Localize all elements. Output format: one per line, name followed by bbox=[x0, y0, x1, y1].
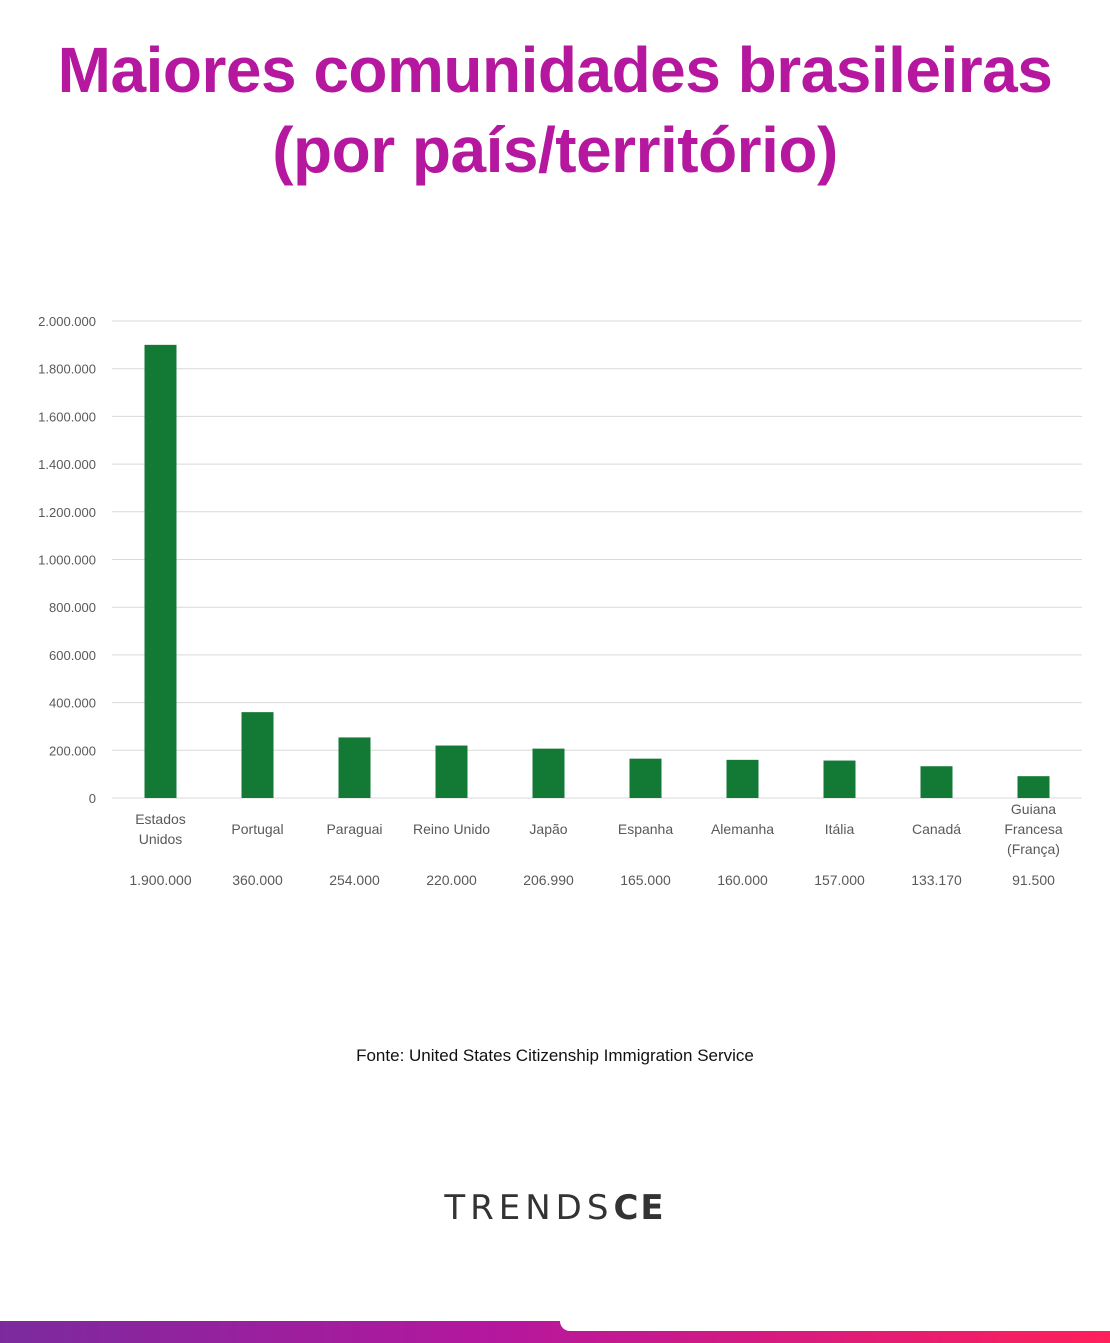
x-category-label: Alemanha bbox=[711, 821, 774, 837]
value-label: 360.000 bbox=[232, 872, 283, 888]
value-label: 91.500 bbox=[1012, 872, 1055, 888]
bar bbox=[338, 737, 371, 798]
y-tick-label: 0 bbox=[89, 791, 96, 806]
bar bbox=[920, 766, 953, 798]
x-category-label: Francesa bbox=[1004, 821, 1063, 837]
brand-logo: TRENDSCE bbox=[0, 1188, 1110, 1228]
x-category-label: Guiana bbox=[1011, 801, 1056, 817]
y-tick-label: 600.000 bbox=[49, 648, 96, 663]
x-category-label: Paraguai bbox=[326, 821, 382, 837]
bar bbox=[532, 748, 565, 798]
logo-text-bold: CE bbox=[613, 1188, 666, 1228]
value-label: 1.900.000 bbox=[129, 872, 191, 888]
y-tick-label: 400.000 bbox=[49, 696, 96, 711]
value-label: 157.000 bbox=[814, 872, 865, 888]
title-line-2: (por país/território) bbox=[272, 114, 838, 186]
bar bbox=[435, 745, 468, 798]
x-category-label: Canadá bbox=[912, 821, 961, 837]
y-tick-label: 1.600.000 bbox=[38, 409, 96, 424]
logo-text-light: TRENDS bbox=[444, 1188, 614, 1228]
y-tick-label: 1.800.000 bbox=[38, 362, 96, 377]
bar bbox=[726, 759, 759, 798]
bar bbox=[823, 760, 856, 798]
value-label: 206.990 bbox=[523, 872, 574, 888]
bar-chart: 0 200.000 400.000 600.000 800.000 1.000.000 1.… bbox=[38, 314, 1082, 888]
value-label: 220.000 bbox=[426, 872, 477, 888]
x-category-label: Itália bbox=[825, 821, 855, 837]
page-title: Maiores comunidades brasileiras (por paí… bbox=[0, 30, 1110, 190]
x-category-label: Japão bbox=[529, 821, 567, 837]
bottom-bar-notch bbox=[560, 1321, 1110, 1331]
y-tick-label: 800.000 bbox=[49, 600, 96, 615]
y-tick-label: 1.200.000 bbox=[38, 505, 96, 520]
bar bbox=[629, 758, 662, 798]
y-tick-label: 2.000.000 bbox=[38, 314, 96, 329]
x-category-label: Reino Unido bbox=[413, 821, 490, 837]
bar bbox=[241, 712, 274, 798]
x-category-label: Unidos bbox=[139, 831, 183, 847]
value-label: 165.000 bbox=[620, 872, 671, 888]
bar bbox=[144, 344, 177, 798]
value-label: 133.170 bbox=[911, 872, 962, 888]
source-note: Fonte: United States Citizenship Immigra… bbox=[356, 1046, 754, 1065]
bar bbox=[1017, 776, 1050, 798]
y-tick-label: 1.000.000 bbox=[38, 553, 96, 568]
y-tick-label: 200.000 bbox=[49, 743, 96, 758]
x-category-label: Espanha bbox=[618, 821, 673, 837]
y-tick-label: 1.400.000 bbox=[38, 457, 96, 472]
x-category-label: Estados bbox=[135, 811, 186, 827]
x-category-label: (França) bbox=[1007, 841, 1060, 857]
x-category-label: Portugal bbox=[231, 821, 283, 837]
title-line-1: Maiores comunidades brasileiras bbox=[57, 34, 1053, 106]
value-label: 254.000 bbox=[329, 872, 380, 888]
value-label: 160.000 bbox=[717, 872, 768, 888]
